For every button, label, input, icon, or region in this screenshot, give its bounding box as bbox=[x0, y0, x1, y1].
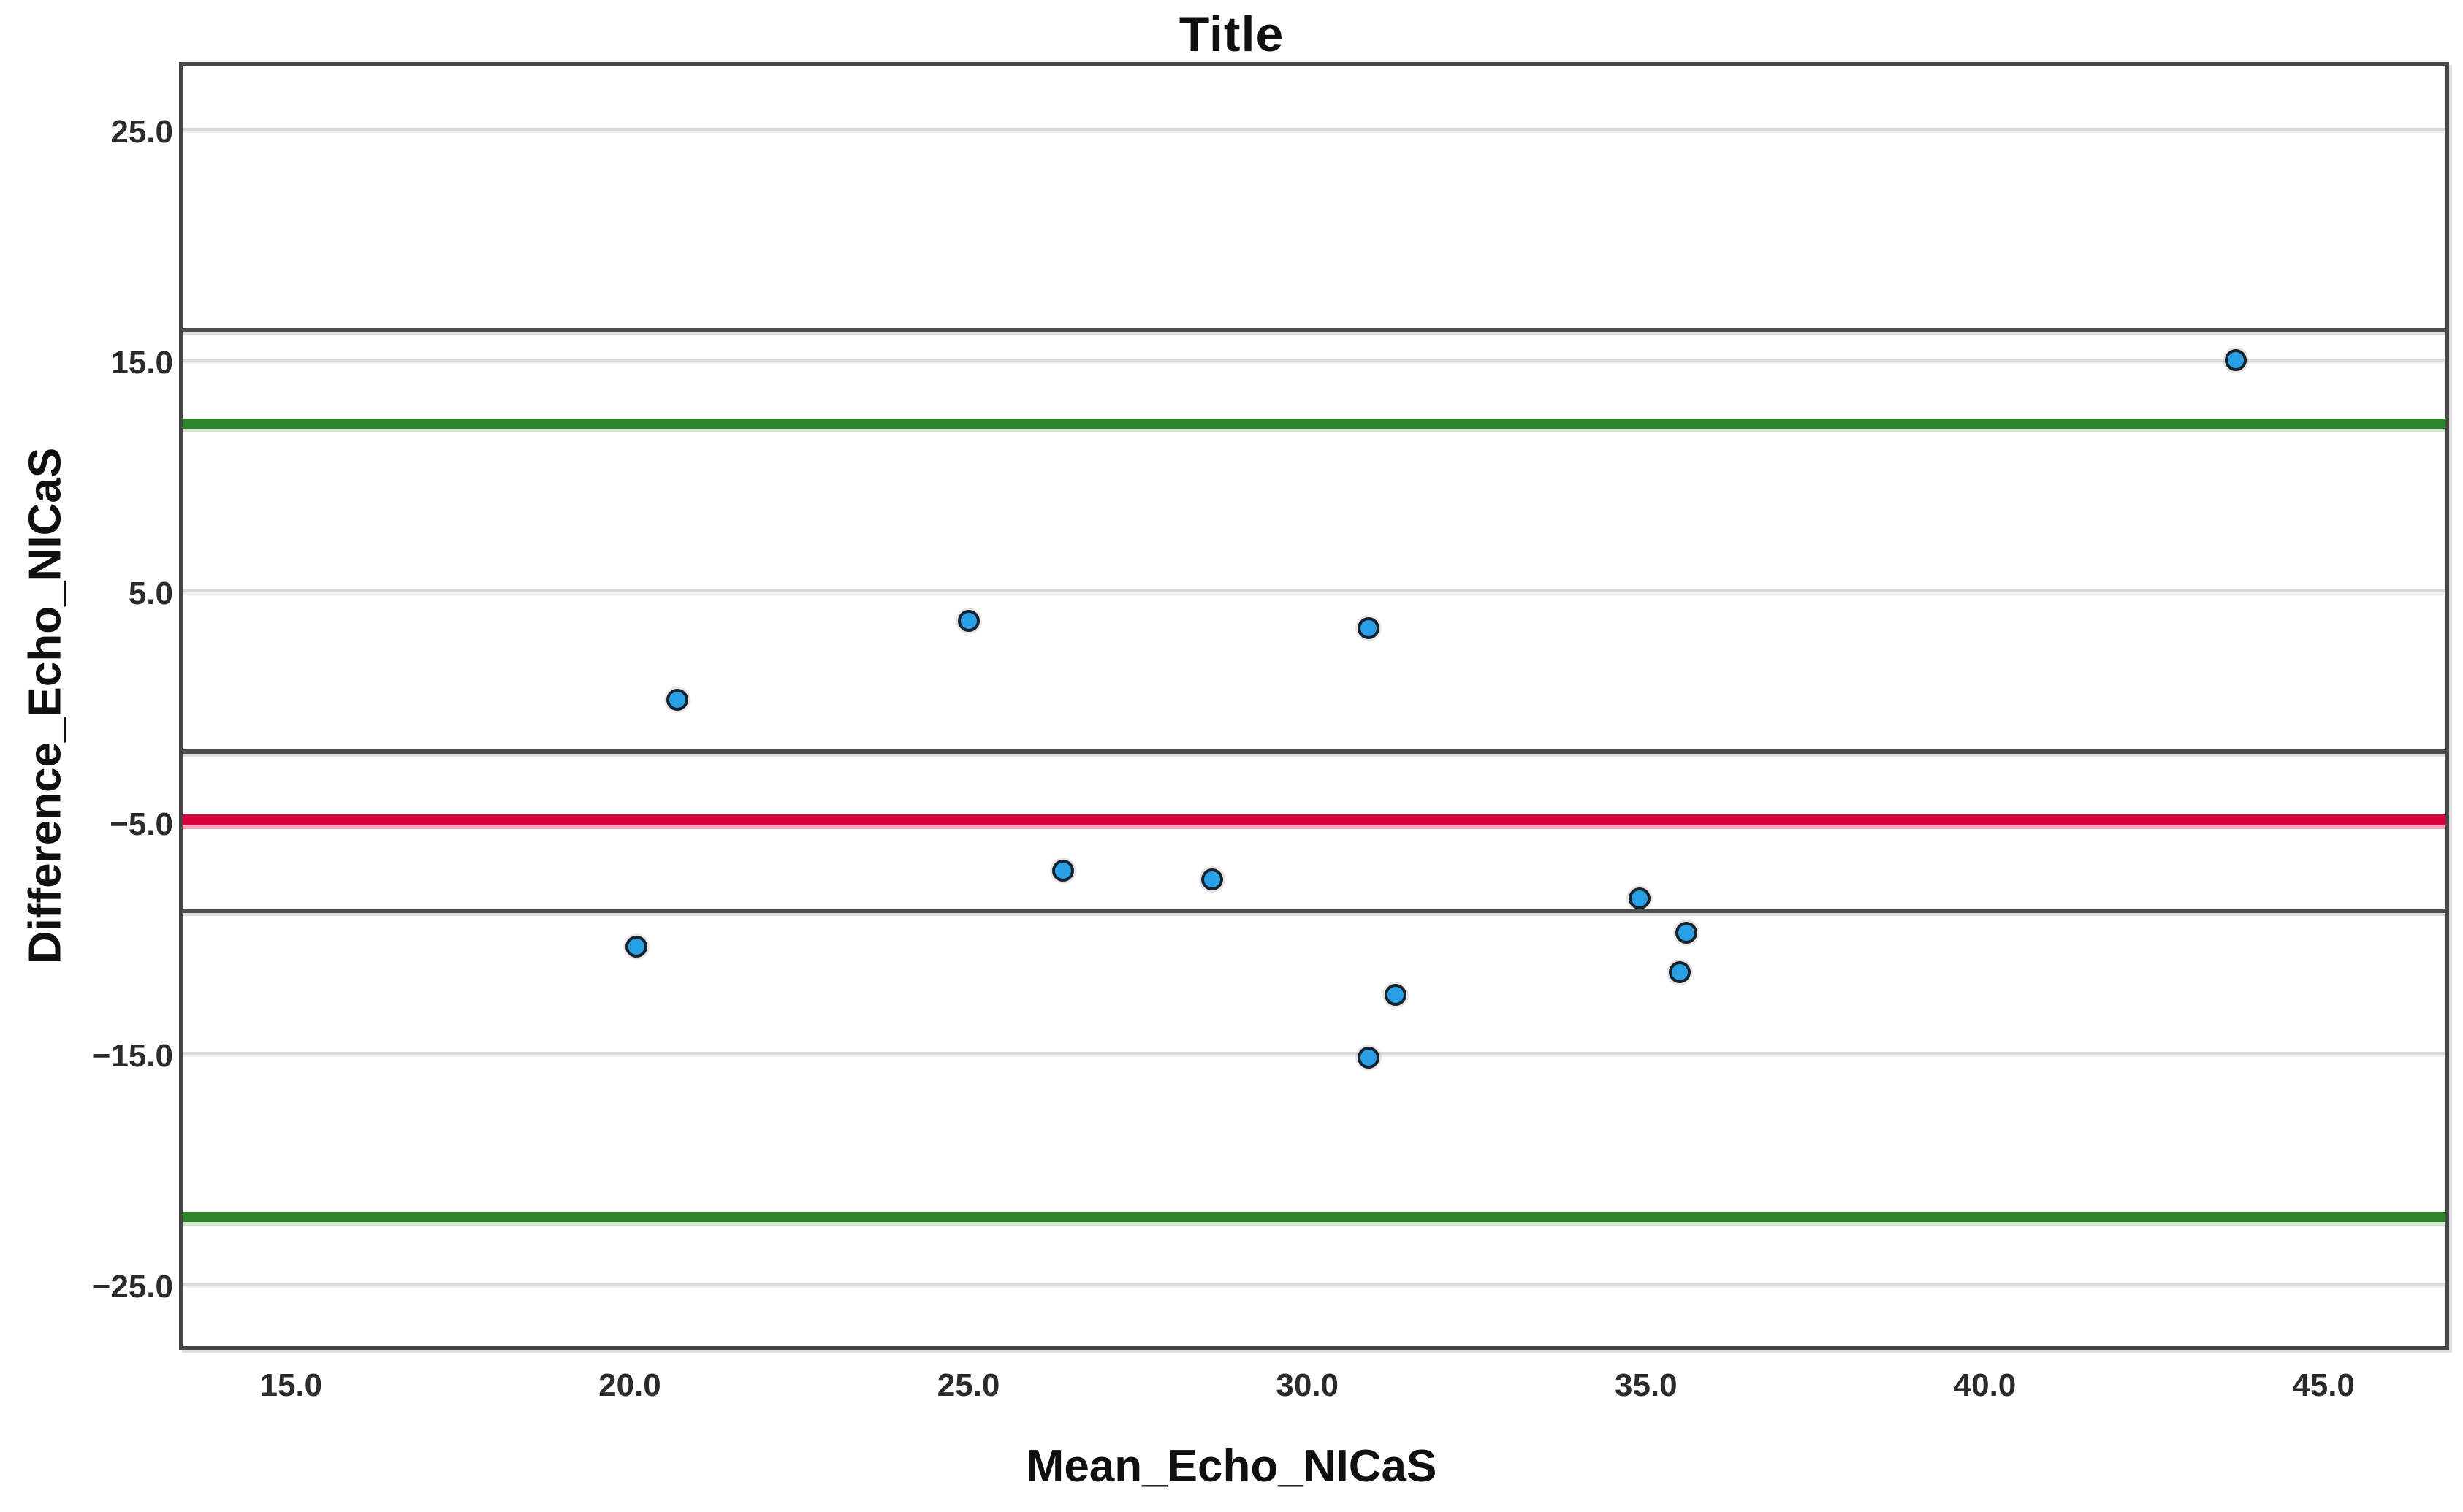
y-tick-label: 15.0 bbox=[110, 345, 173, 381]
mean-lower-ci-line bbox=[183, 909, 2445, 914]
x-axis-title: Mean_Echo_NICaS bbox=[1026, 1441, 1437, 1492]
data-point bbox=[1357, 1046, 1379, 1069]
upper-loa-ci-line bbox=[183, 327, 2445, 332]
data-point bbox=[957, 610, 980, 633]
data-point bbox=[625, 936, 648, 958]
mean-upper-ci-line bbox=[183, 749, 2445, 755]
plot-area bbox=[183, 66, 2445, 1346]
x-tick-label: 35.0 bbox=[1615, 1367, 1678, 1403]
y-tick-label: −15.0 bbox=[91, 1037, 173, 1074]
mean-difference-line bbox=[183, 814, 2445, 825]
gridline-y-5 bbox=[183, 589, 2445, 593]
x-tick-label: 40.0 bbox=[1953, 1367, 2017, 1403]
data-point bbox=[1357, 616, 1379, 639]
data-point bbox=[666, 688, 688, 711]
y-tick-label: −5.0 bbox=[110, 806, 173, 843]
y-axis-title: Difference_Echo_NICaS bbox=[20, 447, 71, 964]
x-tick-label: 25.0 bbox=[937, 1367, 1000, 1403]
gridline-y-15 bbox=[183, 359, 2445, 362]
upper-loa-line bbox=[183, 419, 2445, 429]
gridline-y--15 bbox=[183, 1051, 2445, 1055]
gridline-y--25 bbox=[183, 1282, 2445, 1286]
data-point bbox=[1628, 887, 1651, 909]
y-tick-label: 5.0 bbox=[128, 576, 173, 612]
x-tick-label: 45.0 bbox=[2292, 1367, 2355, 1403]
y-tick-label: 25.0 bbox=[110, 113, 173, 150]
x-tick-label: 30.0 bbox=[1276, 1367, 1339, 1403]
x-tick-label: 20.0 bbox=[598, 1367, 661, 1403]
data-point bbox=[1201, 868, 1224, 891]
data-point bbox=[1669, 961, 1691, 983]
x-tick-label: 15.0 bbox=[259, 1367, 323, 1403]
data-point bbox=[2224, 349, 2247, 372]
y-tick-label: −25.0 bbox=[91, 1268, 173, 1305]
data-point bbox=[1384, 984, 1406, 1007]
data-point bbox=[1675, 922, 1698, 944]
gridline-y-25 bbox=[183, 127, 2445, 131]
chart-title: Title bbox=[1179, 7, 1284, 62]
lower-loa-line bbox=[183, 1211, 2445, 1222]
data-point bbox=[1052, 859, 1075, 882]
